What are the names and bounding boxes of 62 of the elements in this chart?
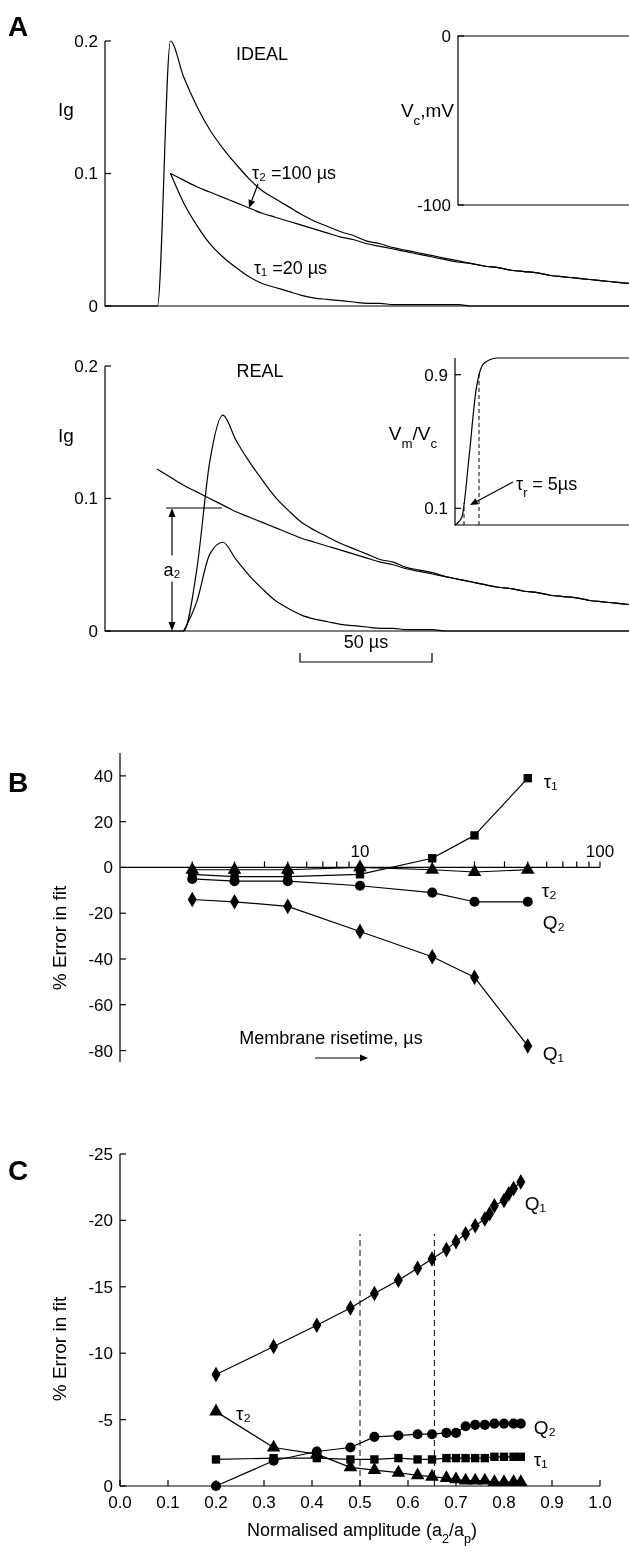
- series-label: Q₂: [533, 1416, 556, 1438]
- text: B: [8, 767, 29, 798]
- y-tick-label: -20: [88, 1211, 113, 1231]
- y-tick-label: -60: [88, 995, 113, 1015]
- y-axis-title: V$_{m}$/V$_{c}$: [388, 423, 438, 451]
- chart-title: A: [8, 11, 29, 42]
- x-axis-title: Membrane risetime, µs: [239, 1028, 423, 1048]
- y-tick-label: 40: [94, 766, 113, 786]
- x-tick-label: 0.6: [396, 1493, 420, 1512]
- y-tick-label: 20: [94, 812, 113, 832]
- x-tick-label: 0.0: [108, 1493, 132, 1512]
- y-tick-label: 0.1: [74, 489, 98, 509]
- y-tick-label: -40: [88, 949, 113, 969]
- series-label: τ₁: [533, 1448, 548, 1470]
- y-axis-title: V$_{c}$,mV: [400, 100, 455, 128]
- y-tick-label: 0.9: [424, 365, 448, 385]
- y-axis-title: % Error in fit: [49, 885, 70, 991]
- x-tick-label: 0.5: [348, 1493, 372, 1512]
- x-tick-label: 10: [350, 842, 370, 862]
- y-tick-label: -100: [416, 195, 451, 215]
- series-label: Q₁: [542, 1042, 564, 1064]
- series-label: τ₂: [236, 1402, 251, 1424]
- y-tick-label: -80: [88, 1041, 113, 1061]
- y-axis-title: Ig: [58, 99, 74, 120]
- x-tick-label: 0.4: [300, 1493, 324, 1512]
- annotation: τ$_{r}$ = 5µs: [516, 474, 578, 500]
- x-tick-label: 1.0: [588, 1493, 612, 1512]
- y-tick-label: -20: [88, 904, 113, 924]
- y-tick-label: 0: [103, 858, 113, 878]
- y-tick-label: 0: [88, 621, 98, 641]
- y-tick-label: 0.2: [74, 31, 98, 51]
- series-label: τ₂: [541, 879, 557, 901]
- y-tick-label: -5: [97, 1410, 113, 1430]
- series-label: Q₁: [524, 1192, 546, 1214]
- annotation: τ₁ =20 µs: [254, 258, 328, 278]
- x-tick-label: 0.1: [156, 1493, 180, 1512]
- y-tick-label: 0.1: [74, 164, 98, 184]
- y-tick-label: -25: [88, 1144, 113, 1164]
- annotation: REAL: [236, 361, 284, 381]
- x-axis-title: Normalised amplitude (a$_{2}$/a$_{p}$): [246, 1520, 478, 1546]
- y-tick-label: 0: [88, 296, 98, 316]
- y-axis-title: % Error in fit: [49, 1296, 70, 1402]
- text: 50 µs: [343, 632, 389, 652]
- x-tick-label: 0.2: [204, 1493, 228, 1512]
- annotation: IDEAL: [235, 44, 289, 64]
- series-label: τ₁: [543, 771, 558, 793]
- y-tick-label: 0.1: [424, 499, 448, 519]
- x-tick-label: 0.9: [540, 1493, 564, 1512]
- y-tick-label: -15: [88, 1277, 113, 1297]
- annotation: a₂: [163, 559, 181, 580]
- y-tick-label: -10: [88, 1344, 113, 1364]
- y-axis-title: Ig: [58, 425, 74, 446]
- annotation: τ₂ =100 µs: [252, 163, 337, 183]
- y-tick-label: 0: [103, 1476, 113, 1496]
- chart-title: C: [8, 1155, 29, 1186]
- series-label: Q₂: [542, 911, 565, 933]
- x-tick-label: 100: [585, 842, 615, 862]
- x-tick-label: 0.8: [492, 1493, 516, 1512]
- x-tick-label: 0.3: [252, 1493, 276, 1512]
- y-tick-label: 0.2: [74, 356, 98, 376]
- y-tick-label: 0: [441, 26, 451, 46]
- x-tick-label: 0.7: [444, 1493, 468, 1512]
